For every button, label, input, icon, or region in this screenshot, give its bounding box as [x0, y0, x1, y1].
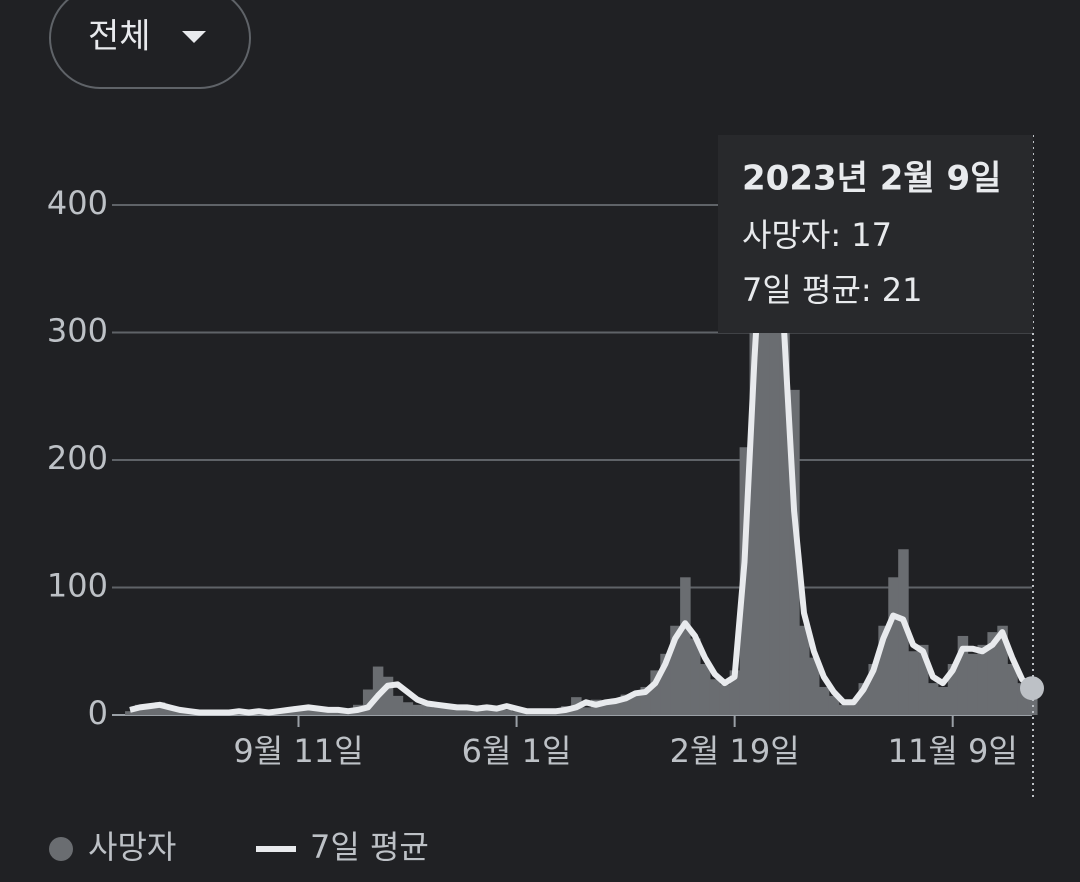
- bar: [620, 694, 632, 715]
- y-tick-label: 0: [88, 694, 108, 732]
- bar: [362, 689, 374, 715]
- bar: [1007, 664, 1018, 715]
- plot: 0 100 200 300 400 9월 11일 6월 1일 2월 19일 11월 9일: [47, 154, 1038, 770]
- bar: [1017, 683, 1028, 715]
- bar: [799, 625, 810, 715]
- bar: [868, 664, 879, 715]
- tooltip-line: 7일 평균: 21: [742, 271, 923, 309]
- bar: [937, 686, 949, 715]
- bar: [947, 664, 959, 715]
- bar: [323, 711, 334, 715]
- bar: [967, 653, 979, 715]
- bar: [600, 703, 612, 715]
- bar: [759, 154, 770, 715]
- x-tick-label: 9월 11일: [233, 732, 363, 770]
- bar: [918, 644, 929, 715]
- hover-point: [1020, 676, 1044, 701]
- bar: [818, 686, 830, 715]
- bar: [709, 679, 721, 715]
- bar: [303, 709, 314, 715]
- bar: [382, 676, 394, 715]
- bar: [789, 389, 800, 715]
- y-tick-label: 100: [47, 567, 108, 605]
- bar: [808, 657, 820, 715]
- bar: [719, 684, 731, 715]
- legend-label: 사망자: [88, 828, 176, 866]
- x-tick-label: 2월 19일: [670, 732, 800, 770]
- bar: [898, 549, 909, 715]
- bar: [511, 711, 523, 715]
- bar: [838, 704, 850, 715]
- bar: [670, 625, 681, 715]
- bar: [412, 704, 424, 715]
- bar: [878, 625, 889, 715]
- bar: [333, 711, 344, 715]
- filter-button[interactable]: [49, 0, 251, 89]
- x-tick-label: 11월 9일: [888, 732, 1018, 770]
- bar: [144, 707, 156, 715]
- bar: [769, 179, 780, 715]
- bar: [422, 703, 433, 715]
- bar: [749, 332, 761, 715]
- bar: [888, 577, 899, 715]
- tooltip: [718, 135, 1033, 333]
- bar: [828, 695, 840, 715]
- y-tick-label: 200: [47, 439, 108, 477]
- average-line: [129, 189, 1035, 716]
- legend-label: 7일 평균: [310, 828, 429, 866]
- tooltip-title: 2023년 2월 9일: [742, 159, 1001, 199]
- dropdown-arrow: [182, 31, 206, 43]
- bar: [1027, 693, 1038, 715]
- bar: [174, 711, 186, 715]
- legend: 사망자 7일 평균: [49, 828, 429, 866]
- bar: [690, 638, 701, 715]
- bar: [392, 695, 404, 715]
- bar: [471, 709, 483, 715]
- legend-swatch: [49, 837, 73, 861]
- bar: [452, 708, 463, 715]
- bar: [987, 632, 998, 715]
- bar: [858, 683, 870, 715]
- bar: [501, 709, 513, 715]
- bar: [432, 707, 443, 715]
- bar: [680, 577, 691, 715]
- bar: [164, 708, 176, 715]
- bar: [442, 706, 453, 715]
- bar: [957, 635, 969, 715]
- bar: [640, 686, 651, 715]
- bar: [699, 664, 711, 715]
- bar: [997, 625, 1008, 715]
- tooltip-line: 사망자: 17: [742, 216, 892, 254]
- y-tick-label: 300: [47, 312, 108, 350]
- y-tick-label: 400: [47, 184, 108, 222]
- bar: [313, 708, 324, 715]
- x-tick-label: 6월 1일: [462, 732, 572, 770]
- bar: [610, 698, 622, 715]
- bar: [630, 692, 642, 715]
- bar: [779, 307, 790, 715]
- bar: [125, 711, 136, 715]
- bar: [927, 683, 939, 715]
- bar: [908, 651, 919, 715]
- bar: [581, 707, 592, 715]
- bar: [402, 702, 414, 715]
- bar: [848, 699, 860, 715]
- filter-label: 전체: [88, 17, 151, 57]
- bar: [977, 644, 988, 715]
- bar: [660, 653, 671, 715]
- bar: [154, 702, 166, 715]
- bar: [729, 670, 741, 715]
- bar: [372, 666, 384, 715]
- bar: [462, 706, 473, 715]
- bar: [650, 670, 661, 715]
